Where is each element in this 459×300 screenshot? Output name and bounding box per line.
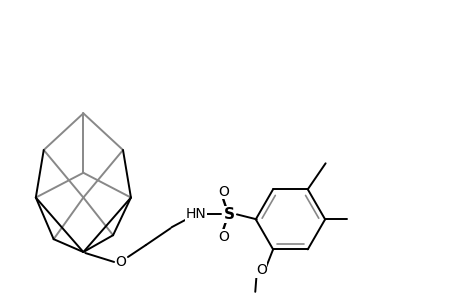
Text: O: O [218,230,229,244]
Text: HN: HN [185,207,206,221]
Text: O: O [218,184,229,199]
Text: O: O [115,255,126,269]
Text: O: O [255,263,266,277]
Text: S: S [223,207,234,222]
